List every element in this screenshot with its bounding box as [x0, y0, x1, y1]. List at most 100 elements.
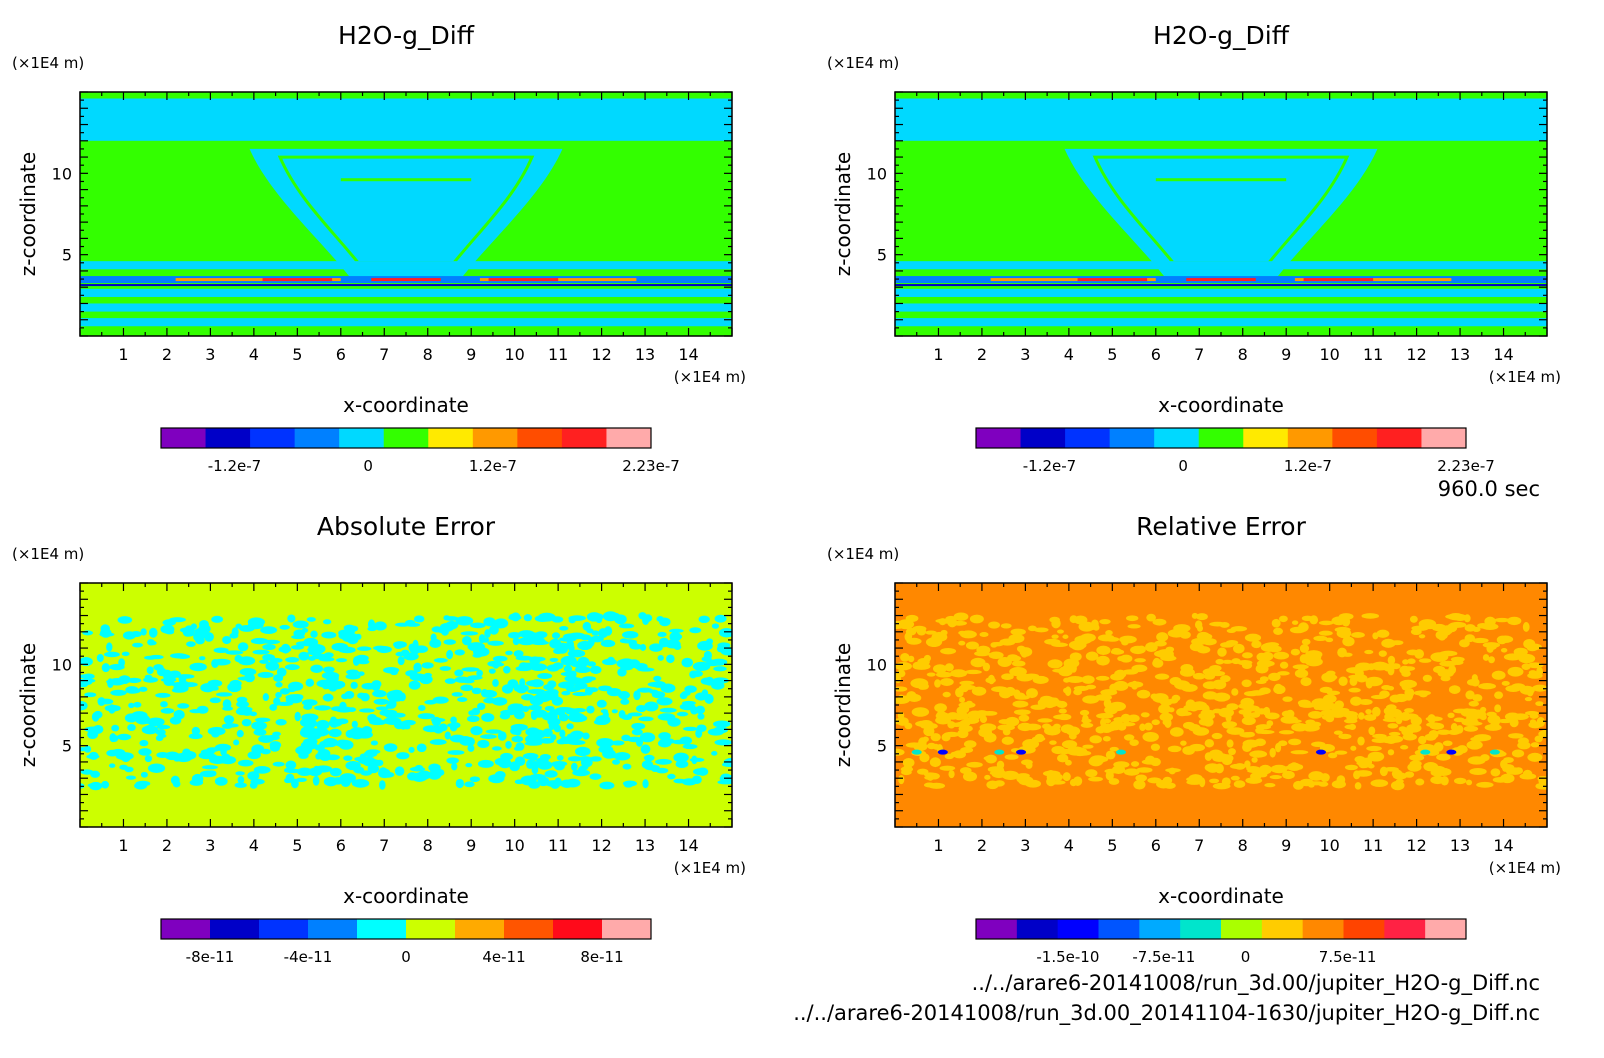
colorbar: -1.2e-7 0 1.2e-7 2.23e-7: [975, 427, 1495, 475]
colorbar-swatch: [308, 919, 358, 939]
x-tick-label: 9: [466, 836, 476, 855]
colorbar: -1.5e-10 -7.5e-11 0 7.5e-11: [975, 918, 1467, 966]
x-tick-label: 5: [292, 836, 302, 855]
colorbar-swatch: [553, 919, 603, 939]
colorbar-swatch: [294, 428, 340, 448]
x-tick-label: 9: [466, 345, 476, 364]
colorbar-swatch: [1057, 919, 1099, 939]
colorbar-tick-label: 0: [401, 948, 411, 966]
colorbar-tick-label: -4e-11: [284, 948, 333, 966]
x-tick-label: 12: [591, 836, 611, 855]
x-tick-label: 3: [1020, 345, 1030, 364]
colorbar-swatch: [250, 428, 296, 448]
x-tick-label: 6: [336, 345, 346, 364]
x-tick-label: 12: [1406, 345, 1426, 364]
colorbar-swatch: [161, 919, 211, 939]
y-unit-label: (×1E4 m): [12, 54, 84, 72]
x-tick-label: 8: [423, 345, 433, 364]
x-tick-label: 5: [1107, 836, 1117, 855]
x-tick-label: 12: [1406, 836, 1426, 855]
chart-title: H2O-g_Diff: [338, 21, 475, 50]
x-tick-label: 2: [162, 345, 172, 364]
x-tick-label: 14: [678, 836, 698, 855]
x-unit-label: (×1E4 m): [1489, 368, 1561, 386]
x-tick-label: 8: [1238, 836, 1248, 855]
colorbar-tick-label: 4e-11: [482, 948, 525, 966]
y-tick-label: 10: [867, 655, 887, 674]
colorbar-swatch: [517, 428, 563, 448]
colorbar-swatch: [205, 428, 251, 448]
x-tick-label: 4: [249, 836, 259, 855]
heatmap-field: [895, 583, 1547, 827]
x-tick-label: 1: [118, 345, 128, 364]
time-label: 960.0 sec: [1438, 477, 1540, 501]
file-path-2: ../../arare6-20141008/run_3d.00_20141104…: [793, 1001, 1540, 1026]
chart-panel-2: H2O-g_Diff(×1E4 m)1 2 3 4 5 6 7 8 9 10 11 12 13 14510…: [827, 21, 1561, 475]
y-unit-label: (×1E4 m): [827, 545, 899, 563]
x-tick-label: 13: [1450, 345, 1470, 364]
y-tick-label: 10: [52, 164, 72, 183]
y-tick-label: 5: [877, 246, 887, 265]
x-tick-label: 5: [292, 345, 302, 364]
x-tick-label: 8: [423, 836, 433, 855]
x-tick-label: 7: [379, 345, 389, 364]
x-tick-label: 9: [1281, 836, 1291, 855]
colorbar: -1.2e-7 0 1.2e-7 2.23e-7: [160, 427, 680, 475]
colorbar-swatch: [1302, 919, 1344, 939]
colorbar-swatch: [1020, 428, 1066, 448]
y-axis-label: z-coordinate: [831, 643, 855, 767]
x-tick-label: 1: [933, 836, 943, 855]
colorbar-tick-label: -8e-11: [186, 948, 235, 966]
colorbar-tick-label: -7.5e-11: [1132, 948, 1195, 966]
chart-title: Absolute Error: [317, 512, 496, 541]
colorbar-swatch: [1180, 919, 1222, 939]
x-tick-label: 8: [1238, 345, 1248, 364]
colorbar-swatch: [455, 919, 505, 939]
x-tick-label: 13: [635, 836, 655, 855]
x-tick-label: 7: [1194, 345, 1204, 364]
colorbar-swatch: [561, 428, 607, 448]
x-tick-label: 13: [635, 345, 655, 364]
file-path-1: ../../arare6-20141008/run_3d.00/jupiter_…: [972, 971, 1540, 996]
x-tick-label: 10: [1319, 345, 1339, 364]
colorbar-swatch: [1065, 428, 1111, 448]
x-unit-label: (×1E4 m): [1489, 859, 1561, 877]
colorbar-swatch: [161, 428, 207, 448]
colorbar-swatch: [1421, 428, 1467, 448]
x-tick-label: 10: [504, 836, 524, 855]
colorbar-swatch: [1016, 919, 1059, 939]
colorbar-swatch: [1384, 919, 1426, 939]
x-tick-label: 3: [1020, 836, 1030, 855]
x-tick-label: 6: [1151, 836, 1161, 855]
colorbar-swatch: [1139, 919, 1181, 939]
x-tick-label: 4: [1064, 836, 1074, 855]
colorbar-tick-label: 0: [1241, 948, 1251, 966]
x-tick-label: 10: [1319, 836, 1339, 855]
y-tick-label: 5: [62, 246, 72, 265]
colorbar-swatch: [1198, 428, 1244, 448]
x-unit-label: (×1E4 m): [674, 859, 746, 877]
colorbar-tick-label: -1.5e-10: [1036, 948, 1099, 966]
x-tick-label: 3: [205, 345, 215, 364]
colorbar-swatch: [428, 428, 474, 448]
x-tick-label: 10: [504, 345, 524, 364]
x-tick-label: 14: [678, 345, 698, 364]
heatmap-field: [80, 92, 732, 336]
colorbar-swatch: [1221, 919, 1263, 939]
x-tick-label: 4: [249, 345, 259, 364]
x-tick-label: 1: [933, 345, 943, 364]
colorbar-swatch: [1154, 428, 1200, 448]
x-tick-label: 7: [379, 836, 389, 855]
x-tick-label: 6: [336, 836, 346, 855]
colorbar-tick-label: 7.5e-11: [1319, 948, 1377, 966]
chart-panel-3: Absolute Error(×1E4 m)1 2 3 4 5 6 7 8 9 10 11 12 13 1…: [12, 512, 746, 966]
colorbar-swatch: [1287, 428, 1333, 448]
y-tick-label: 10: [867, 164, 887, 183]
y-unit-label: (×1E4 m): [827, 54, 899, 72]
x-tick-label: 5: [1107, 345, 1117, 364]
x-tick-label: 2: [977, 836, 987, 855]
colorbar-swatch: [1261, 919, 1304, 939]
colorbar-swatch: [406, 919, 456, 939]
colorbar-swatch: [339, 428, 385, 448]
colorbar-tick-label: 8e-11: [580, 948, 623, 966]
